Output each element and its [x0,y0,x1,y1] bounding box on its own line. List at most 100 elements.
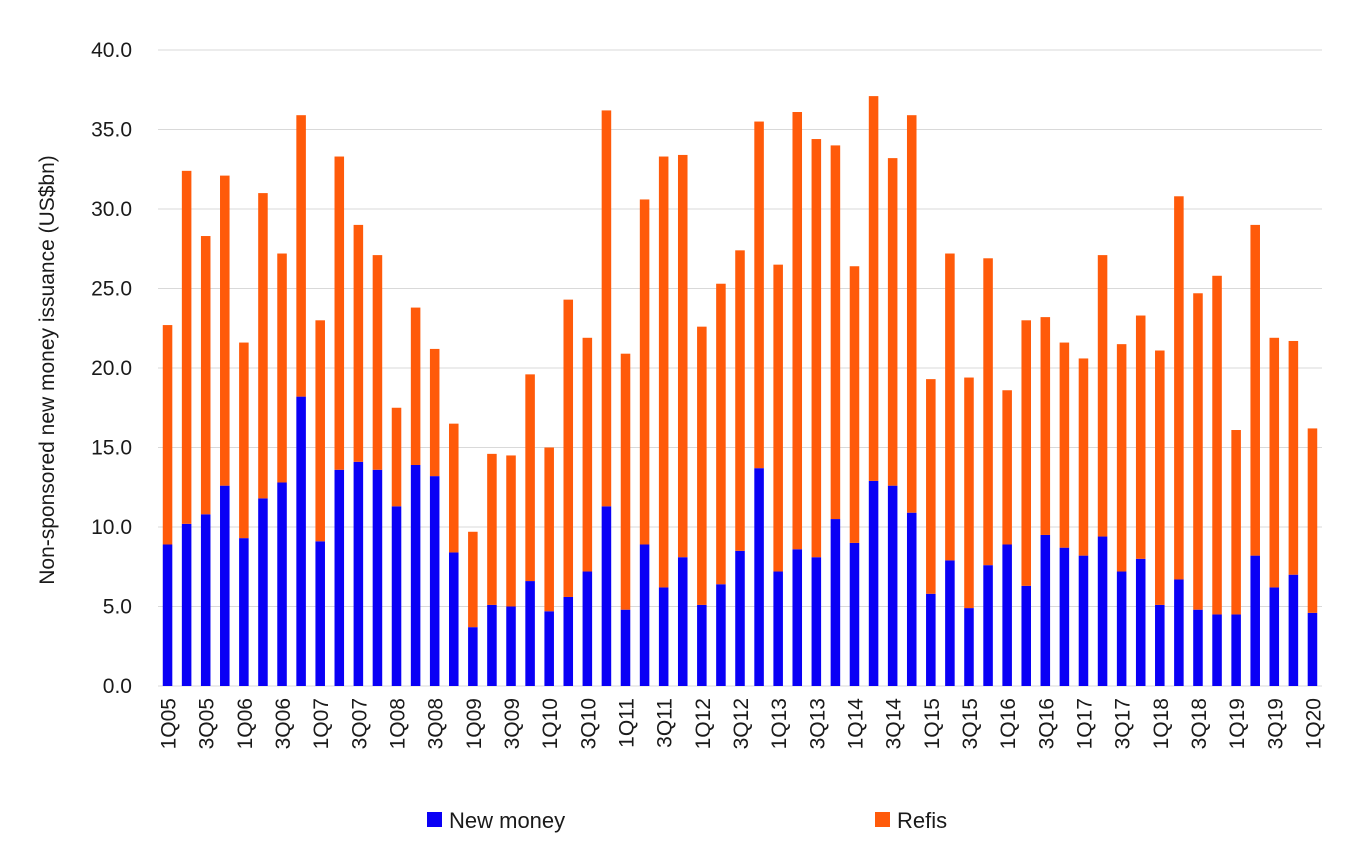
bar-new-money [1307,612,1318,686]
bar-new-money [468,627,478,686]
bar-refis [926,379,936,594]
bar-new-money [1174,579,1184,686]
bar-refis [391,407,402,507]
x-tick-label: 3Q19 [1264,698,1287,749]
bar-new-money [849,542,860,686]
bar-new-money [983,565,993,686]
bar-refis [735,250,745,551]
bar-new-money [487,604,497,686]
bar-refis [716,283,726,585]
bar-new-money [677,557,688,686]
bar-refis [983,258,993,566]
bar-refis [220,175,230,486]
bar-new-money [391,506,402,686]
bar-refis [1174,196,1184,580]
x-tick-label: 1Q16 [997,698,1020,749]
y-axis-title: Non-sponsored new money issuance (US$bn) [36,155,59,585]
bar-refis [620,353,631,610]
bar-new-money [830,519,841,686]
bar-refis [1193,293,1203,610]
bar-new-money [1021,585,1031,686]
bar-new-money [258,498,268,686]
bar-new-money [372,469,383,686]
bar-refis [582,337,593,572]
x-tick-label: 3Q13 [806,698,829,749]
bars [162,96,1318,686]
bar-new-money [277,482,287,686]
bar-new-money [1040,534,1051,686]
x-tick-label: 3Q18 [1188,698,1211,749]
bar-new-money [945,560,955,686]
bar-new-money [964,608,974,686]
bar-refis [1231,430,1241,615]
x-tick-label: 3Q14 [883,698,906,750]
y-tick-label: 10.0 [91,516,132,539]
bar-refis [658,156,669,588]
bar-refis [1021,320,1031,586]
bar-new-money [506,606,516,686]
bar-new-money [601,506,612,686]
bar-new-money [1116,571,1127,686]
bar-refis [181,170,192,524]
bar-refis [1059,342,1070,548]
bar-new-money [1155,604,1165,686]
bar-refis [162,325,173,545]
x-tick-label: 1Q13 [768,698,791,749]
legend-swatch [875,812,890,827]
bar-new-money [639,544,650,686]
bar-new-money [716,584,726,686]
y-tick-label: 20.0 [91,357,132,380]
bar-new-money [906,512,917,686]
y-tick-label: 30.0 [91,198,132,221]
bar-refis [964,377,974,609]
x-tick-label: 1Q08 [387,698,410,749]
bar-refis [1135,315,1146,559]
x-tick-label: 3Q17 [1112,698,1135,749]
bar-new-money [563,596,574,686]
bar-new-money [1288,574,1299,686]
bar-new-money [811,557,822,686]
bar-refis [1250,224,1260,556]
x-tick-label: 3Q10 [577,698,600,749]
x-tick-label: 1Q07 [310,698,333,749]
x-tick-label: 1Q12 [692,698,715,749]
bar-refis [754,121,764,469]
bar-refis [506,455,516,607]
bar-new-money [220,485,230,686]
x-tick-label: 1Q15 [921,698,944,749]
bar-refis [601,110,612,507]
y-tick-label: 0.0 [103,675,132,698]
bar-refis [277,253,287,483]
bar-refis [449,423,459,553]
bar-refis [1078,358,1089,556]
x-tick-label: 1Q11 [616,698,639,748]
bar-new-money [1212,614,1222,686]
x-tick-label: 1Q19 [1226,698,1249,749]
bar-new-money [1269,587,1280,686]
bar-new-money [449,552,459,686]
y-tick-label: 15.0 [91,437,132,460]
bar-refis [468,531,478,628]
x-tick-label: 1Q10 [539,698,562,749]
legend-label: New money [449,808,565,833]
bar-refis [1155,350,1165,605]
bar-refis [887,158,898,486]
bar-new-money [887,485,898,686]
bar-new-money [582,571,593,686]
bar-refis [1307,428,1318,613]
y-tick-label: 5.0 [103,596,132,619]
bar-refis [315,320,325,542]
bar-refis [1097,255,1108,537]
bar-refis [697,326,707,605]
bar-new-money [926,593,936,686]
bar-new-money [754,468,764,686]
x-tick-label: 3Q08 [425,698,448,749]
bar-new-money [334,469,345,686]
y-tick-label: 40.0 [91,39,132,62]
x-tick-label: 1Q09 [463,698,486,749]
bar-refis [200,236,211,515]
x-tick-label: 1Q17 [1073,698,1096,749]
bar-refis [1212,275,1222,615]
bar-refis [334,156,345,470]
